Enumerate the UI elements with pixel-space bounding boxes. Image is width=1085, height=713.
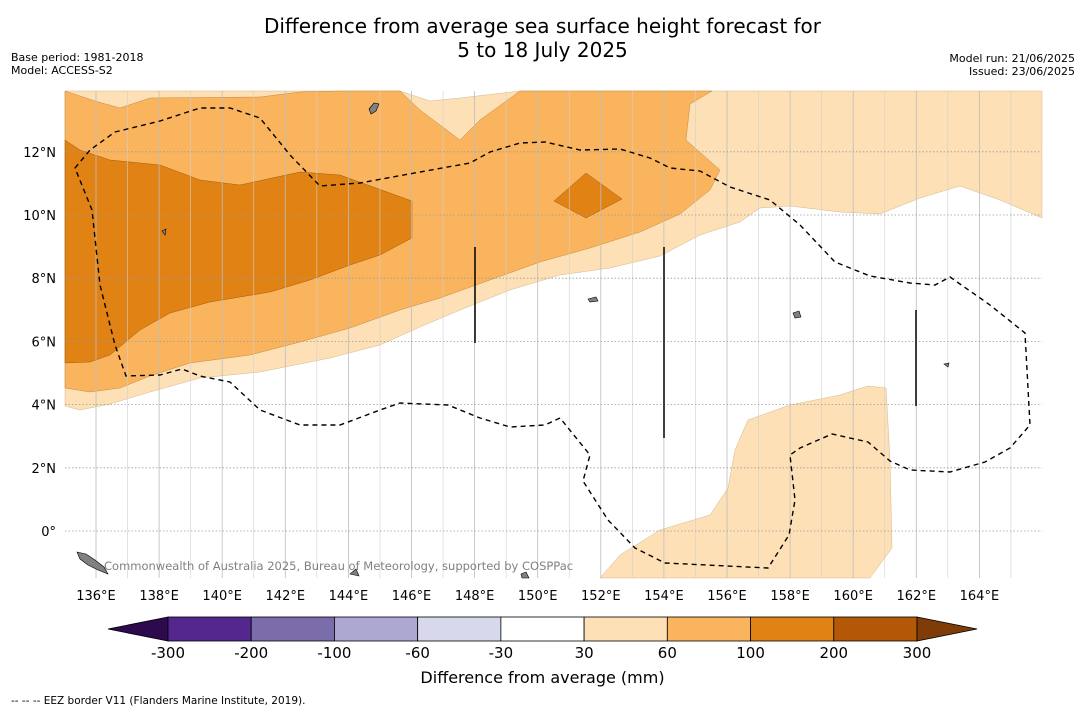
x-tick-label: 162°E [897, 589, 937, 604]
base-period: Base period: 1981-2018 [11, 51, 144, 64]
y-axis-labels: 0° 2°N 4°N 6°N 8°N 10°N 12°N [23, 146, 56, 540]
colorbar-tick-label: 30 [575, 644, 594, 662]
colorbar-segment [750, 616, 835, 642]
y-tick-label: 6°N [32, 335, 57, 350]
colorbar-tick-label: -300 [151, 644, 185, 662]
x-tick-label: 140°E [202, 589, 242, 604]
island [349, 568, 360, 577]
x-tick-label: 164°E [960, 589, 1000, 604]
y-tick-label: 4°N [32, 399, 57, 414]
island [161, 228, 167, 236]
island [587, 296, 599, 303]
eez-legend-note: -- -- -- EEZ border V11 (Flanders Marine… [11, 695, 306, 707]
credit-text: Commonwealth of Australia 2025, Bureau o… [104, 559, 573, 573]
colorbar-segment [167, 616, 252, 642]
colorbar-tick-label: 100 [736, 644, 765, 662]
issued-date: Issued: 23/06/2025 [968, 65, 1075, 78]
x-tick-label: 160°E [833, 589, 873, 604]
x-tick-label: 144°E [329, 589, 369, 604]
y-tick-label: 10°N [23, 209, 56, 224]
colorbar-extend-low [107, 616, 169, 642]
island [520, 571, 530, 579]
colorbar-segment [833, 616, 918, 642]
y-tick-label: 8°N [32, 272, 57, 287]
colorbar-extend-high [916, 616, 978, 642]
run-info: Model run: 21/06/2025 Issued: 23/06/2025 [949, 52, 1075, 78]
graticule [65, 91, 1042, 578]
colorbar-segment [666, 616, 751, 642]
colorbar-tick-label: 200 [819, 644, 848, 662]
x-tick-label: 138°E [139, 589, 179, 604]
colorbar-segment [583, 616, 668, 642]
colorbar-tick-label: -200 [234, 644, 268, 662]
colorbar-title: Difference from average (mm) [420, 668, 665, 687]
map-area: Commonwealth of Australia 2025, Bureau o… [64, 90, 1043, 579]
colorbar-tick-label: -30 [489, 644, 514, 662]
x-axis-labels: 136°E 138°E 140°E 142°E 144°E 146°E 148°E 150°E… [76, 589, 999, 604]
x-tick-label: 152°E [581, 589, 621, 604]
model-name: Model: ACCESS-S2 [11, 64, 113, 77]
island [943, 362, 950, 368]
model-run: Model run: 21/06/2025 [949, 52, 1075, 65]
eez-borders [74, 107, 1031, 569]
colorbar: -300 -200 -100 -60 -30 30 60 100 200 300 [107, 616, 978, 662]
colorbar-tick-label: -100 [317, 644, 351, 662]
y-tick-label: 0° [41, 525, 56, 540]
base-info: Base period: 1981-2018 Model: ACCESS-S2 [11, 51, 143, 77]
anomaly-patch-100-200 [553, 172, 623, 219]
island [368, 102, 380, 115]
colorbar-segment [417, 616, 502, 642]
colorbar-segment [250, 616, 335, 642]
x-tick-label: 150°E [518, 589, 558, 604]
y-tick-label: 2°N [32, 462, 57, 477]
x-tick-label: 136°E [76, 589, 116, 604]
island [792, 310, 802, 319]
eez-border-palau [74, 107, 1031, 569]
x-tick-label: 154°E [644, 589, 684, 604]
colorbar-tick-label: -60 [405, 644, 430, 662]
x-tick-label: 142°E [266, 589, 306, 604]
x-tick-label: 146°E [392, 589, 432, 604]
colorbar-segment [334, 616, 419, 642]
title-line-1: Difference from average sea surface heig… [263, 14, 822, 38]
x-tick-label: 156°E [707, 589, 747, 604]
title-line-2: 5 to 18 July 2025 [457, 38, 628, 62]
x-tick-label: 158°E [770, 589, 810, 604]
colorbar-segment [500, 616, 585, 642]
chart-title: Difference from average sea surface heig… [0, 14, 1085, 62]
x-tick-label: 148°E [455, 589, 495, 604]
islands [76, 102, 950, 579]
island [76, 551, 109, 575]
boundary-lines [474, 247, 917, 438]
colorbar-tick-label: 300 [903, 644, 932, 662]
colorbar-tick-label: 60 [658, 644, 677, 662]
y-tick-label: 12°N [23, 146, 56, 161]
